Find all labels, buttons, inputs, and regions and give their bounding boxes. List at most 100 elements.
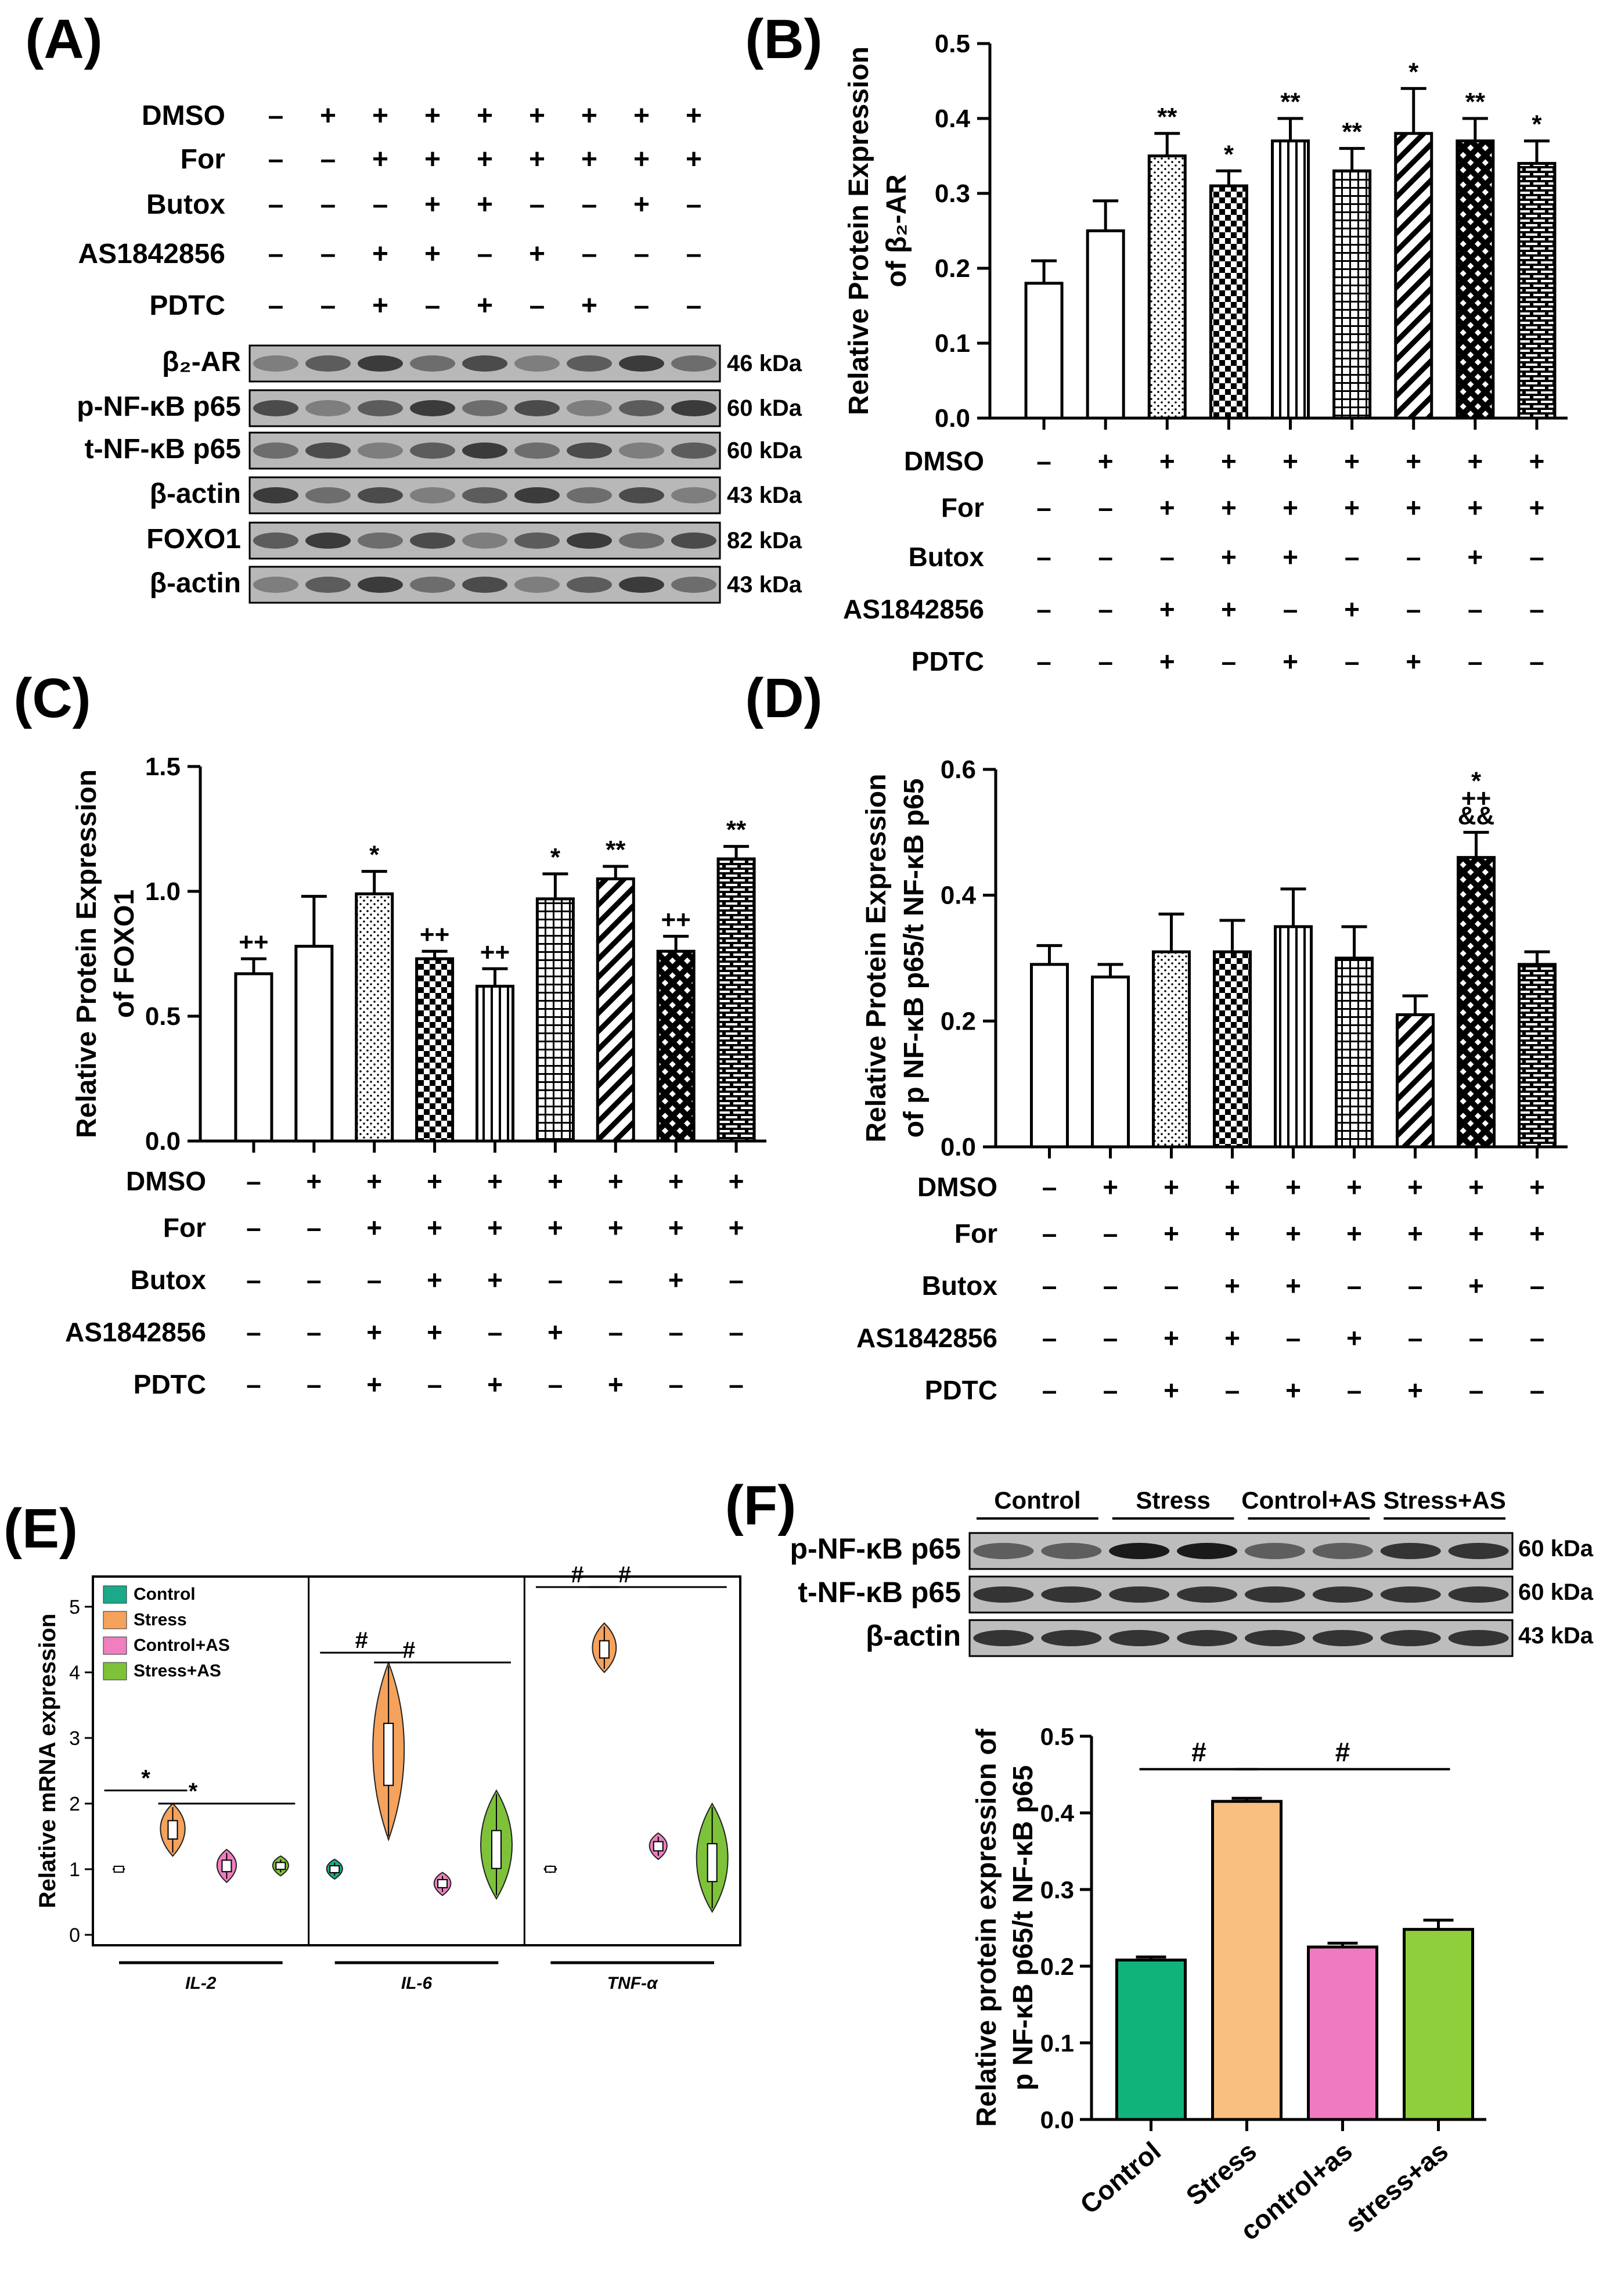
bar	[596, 877, 635, 1143]
treatment-sign: +	[1163, 1375, 1179, 1405]
significance-mark: *	[1532, 110, 1542, 139]
treatment-sign: –	[1098, 646, 1113, 676]
treatment-sign: +	[1283, 542, 1298, 572]
treatment-sign: +	[1468, 1271, 1484, 1301]
treatment-sign: +	[366, 1166, 382, 1196]
treatment-sign: +	[366, 1317, 382, 1347]
blot-band-label: p-NF-κB p65	[77, 391, 241, 422]
bar	[1024, 282, 1064, 420]
significance-mark: **	[1280, 88, 1301, 116]
blot-band	[305, 442, 351, 459]
bar	[1091, 976, 1130, 1149]
blot-band	[1177, 1630, 1238, 1646]
blot-band	[567, 355, 612, 372]
y-tick-label: 0.4	[935, 105, 971, 133]
treatment-sign: –	[548, 1369, 563, 1399]
treatment-sign: +	[633, 144, 650, 175]
treatment-row-label: PDTC	[134, 1369, 206, 1399]
treatment-sign: –	[1042, 1218, 1057, 1248]
significance-mark: #	[1335, 1737, 1350, 1767]
treatment-sign: +	[1468, 1218, 1484, 1248]
y-tick-label: 0.5	[145, 1002, 181, 1031]
blot-band	[514, 442, 560, 459]
treatment-sign: –	[320, 189, 336, 220]
y-axis-title: of β₂-AR	[881, 174, 912, 287]
blot-band	[410, 487, 455, 503]
blot-band	[1109, 1630, 1170, 1646]
treatment-sign: +	[581, 290, 597, 321]
treatment-sign: –	[246, 1212, 261, 1243]
y-tick-label: 0.5	[1040, 1723, 1074, 1750]
treatment-sign: –	[1529, 646, 1544, 676]
significance-mark: &&	[1458, 801, 1495, 830]
blot-band	[358, 532, 403, 549]
blot-band	[305, 400, 351, 416]
blot-molecular-weight: 46 kDa	[727, 351, 802, 376]
blot-band	[1380, 1543, 1441, 1559]
treatment-sign: –	[1103, 1218, 1118, 1248]
legend-label: Control+AS	[134, 1636, 230, 1655]
treatment-sign: +	[633, 100, 650, 131]
panel-d-nfkb-ratio-bar-chart: (D) 0.0 0.2 0.4 0.6 Relative Protein Expressi…	[745, 667, 1568, 1405]
blot-band	[671, 400, 716, 416]
treatment-sign: +	[729, 1166, 744, 1196]
treatment-sign: +	[372, 239, 388, 269]
y-axis-title: p NF-κB p65/t NF-κB p65	[1008, 1765, 1039, 2090]
treatment-sign: +	[424, 100, 441, 131]
treatment-sign: –	[686, 189, 702, 220]
y-tick-label: 0.3	[1040, 1876, 1074, 1903]
treatment-sign: –	[268, 189, 284, 220]
treatment-sign: –	[1408, 1323, 1423, 1353]
treatment-sign: –	[1036, 446, 1051, 476]
blot-band	[514, 577, 560, 593]
treatment-sign: +	[1344, 594, 1360, 624]
blot-band	[410, 577, 455, 593]
treatment-sign: +	[1159, 446, 1175, 476]
significance-mark: ++	[661, 905, 690, 934]
blot-band	[973, 1543, 1034, 1559]
treatment-sign: +	[477, 189, 493, 220]
bar	[535, 897, 575, 1143]
treatment-row-label: AS1842856	[78, 239, 225, 269]
treatment-sign: –	[1469, 1323, 1484, 1353]
treatment-sign: +	[1467, 446, 1483, 476]
treatment-sign: –	[1036, 542, 1051, 572]
treatment-sign: –	[268, 239, 284, 269]
treatment-sign: –	[320, 144, 336, 175]
treatment-sign: +	[477, 144, 493, 175]
bar	[1211, 1800, 1283, 2121]
treatment-sign: –	[1036, 492, 1051, 523]
treatment-sign: +	[424, 189, 441, 220]
blot-band	[462, 577, 507, 593]
treatment-sign: +	[529, 239, 545, 269]
bar	[234, 972, 273, 1143]
bar	[1307, 1945, 1378, 2121]
treatment-sign: –	[634, 239, 650, 269]
blot-band	[253, 442, 298, 459]
y-tick-label: 0.2	[935, 254, 970, 283]
treatment-sign: –	[529, 290, 545, 321]
y-axis-title: Relative Protein Expression	[861, 774, 892, 1143]
blot-band	[619, 400, 664, 416]
panel-label: (A)	[25, 8, 102, 70]
y-tick-label: 0.4	[941, 881, 977, 910]
treatment-sign: –	[246, 1166, 261, 1196]
blot-band	[1312, 1543, 1373, 1559]
blot-band	[1380, 1630, 1441, 1646]
blot-molecular-weight: 60 kDa	[1518, 1579, 1594, 1605]
blot-group-label: Stress	[1136, 1487, 1210, 1514]
blot-band	[305, 355, 351, 372]
treatment-sign: –	[320, 290, 336, 321]
treatment-sign: +	[1159, 492, 1175, 523]
bar	[716, 857, 756, 1143]
treatment-sign: –	[320, 239, 336, 269]
treatment-sign: +	[547, 1212, 563, 1243]
treatment-sign: –	[307, 1212, 322, 1243]
blot-band	[1244, 1630, 1305, 1646]
y-tick-label: 0.0	[1040, 2106, 1074, 2133]
y-tick-label: 0.1	[935, 329, 970, 358]
bar	[355, 892, 394, 1143]
treatment-sign: +	[668, 1212, 684, 1243]
treatment-sign: +	[668, 1166, 684, 1196]
treatment-sign: +	[1163, 1323, 1179, 1353]
